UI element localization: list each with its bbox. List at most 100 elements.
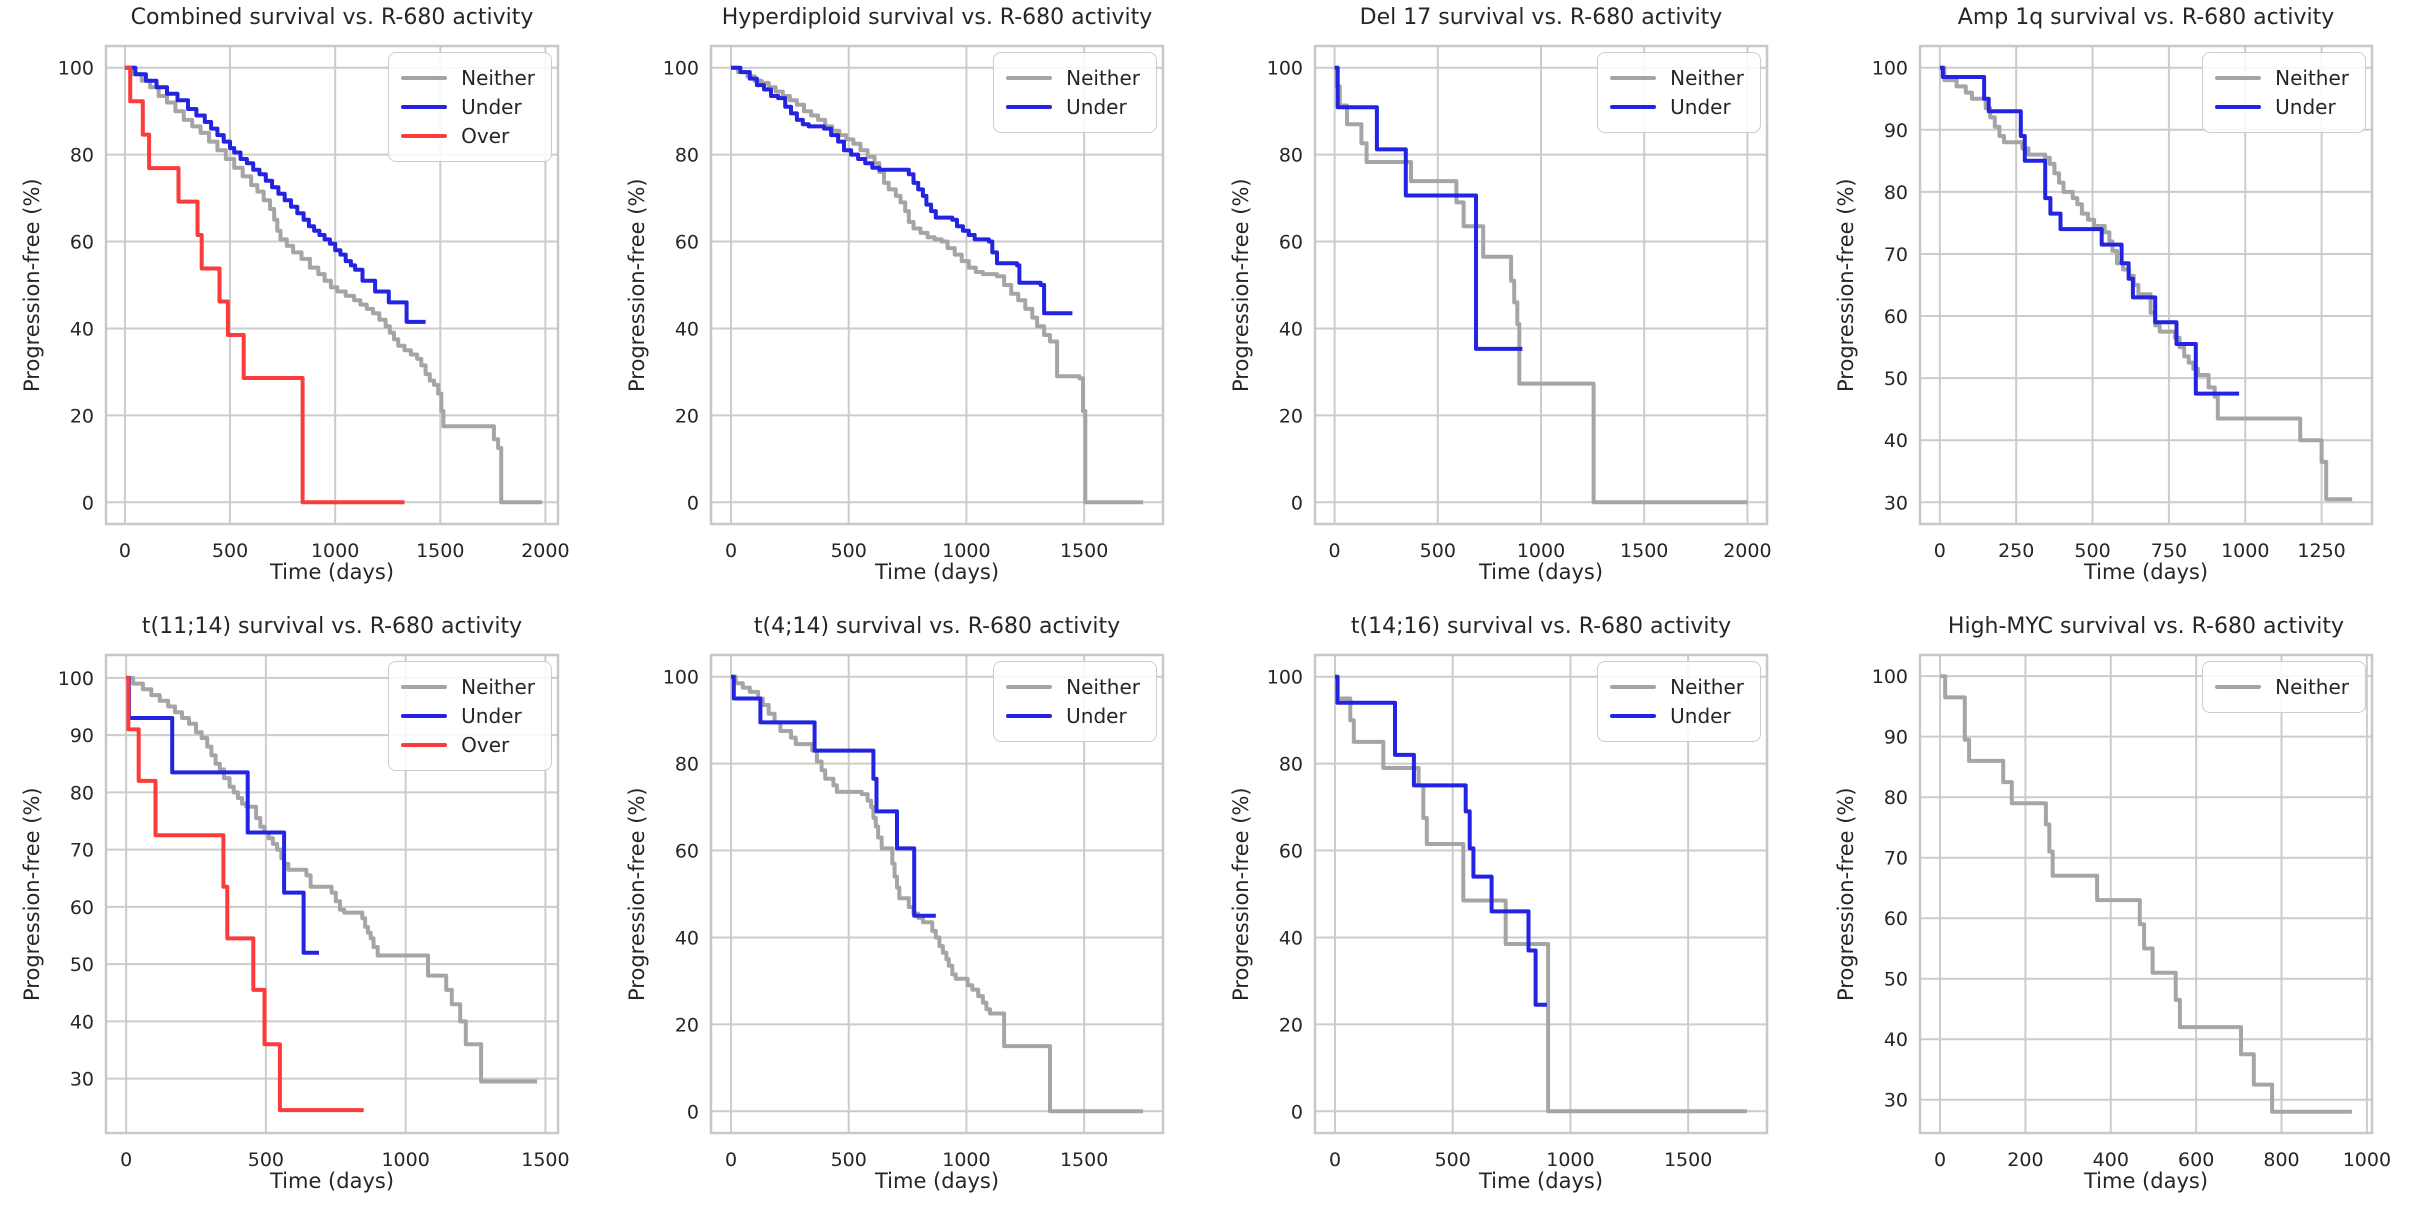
x-axis-label: Time (days) bbox=[1478, 1169, 1604, 1193]
y-tick-label: 60 bbox=[70, 897, 94, 919]
x-axis-label: Time (days) bbox=[1478, 560, 1604, 584]
x-tick-label: 500 bbox=[2074, 540, 2110, 562]
plot-area: 0 500 1000 1500 0 20 40 60 80 100 bbox=[663, 44, 1165, 562]
axes-frame bbox=[104, 653, 560, 1135]
y-tick-label: 80 bbox=[70, 145, 94, 167]
x-tick-label: 1250 bbox=[2297, 540, 2345, 562]
y-tick-label: 80 bbox=[70, 782, 94, 804]
panel-t11-14: 0 500 1000 1500 30 40 50 60 70 80 90 100 t(11;14) s… bbox=[0, 609, 604, 1218]
y-tick-label: 30 bbox=[1884, 1090, 1908, 1112]
legend-label: Neither bbox=[2275, 66, 2349, 90]
y-tick-label: 80 bbox=[1884, 182, 1908, 204]
chart-title: Del 17 survival vs. R-680 activity bbox=[1359, 5, 1723, 30]
x-tick-label: 400 bbox=[2093, 1149, 2129, 1171]
y-tick-label: 60 bbox=[1884, 908, 1908, 930]
x-axis-label: Time (days) bbox=[269, 1169, 395, 1193]
series-line-neither bbox=[731, 65, 1143, 505]
series-line-neither bbox=[126, 675, 537, 1084]
legend-label: Under bbox=[1670, 95, 1731, 119]
x-tick-label: 800 bbox=[2263, 1149, 2299, 1171]
panel-del17: 0 500 1000 1500 2000 0 20 40 60 80 100 Del 17 surv… bbox=[1209, 0, 1813, 609]
legend-line-swatch bbox=[401, 684, 448, 690]
panel-amp1q: 0 250 500 750 1000 1250 30 40 50 60 70 80 90 100 Amp … bbox=[1814, 0, 2418, 609]
series-line-neither bbox=[731, 674, 1143, 1114]
legend: Neither Under bbox=[1597, 661, 1761, 742]
y-tick-label: 80 bbox=[1884, 787, 1908, 809]
y-tick-label: 60 bbox=[1279, 232, 1303, 254]
y-tick-label: 0 bbox=[82, 492, 94, 514]
series-line-under bbox=[124, 65, 426, 324]
y-tick-label: 90 bbox=[1884, 120, 1908, 142]
legend-item-under: Under bbox=[1610, 95, 1744, 119]
x-tick-label: 500 bbox=[248, 1149, 284, 1171]
x-tick-label: 750 bbox=[2151, 540, 2187, 562]
y-tick-label: 70 bbox=[70, 840, 94, 862]
y-tick-label: 40 bbox=[1279, 318, 1303, 340]
y-tick-label: 20 bbox=[675, 1014, 699, 1036]
y-tick-label: 20 bbox=[1279, 405, 1303, 427]
legend: Neither Under Over bbox=[388, 52, 552, 162]
y-tick-label: 30 bbox=[70, 1069, 94, 1091]
x-tick-label: 1500 bbox=[1664, 1149, 1712, 1171]
x-tick-label: 0 bbox=[119, 540, 131, 562]
series-line-neither bbox=[1940, 674, 2352, 1114]
legend-item-neither: Neither bbox=[401, 66, 535, 90]
y-axis-label: Progression-free (%) bbox=[625, 787, 649, 1001]
chart-title: t(14;16) survival vs. R-680 activity bbox=[1350, 614, 1732, 639]
legend-line-swatch bbox=[401, 104, 448, 110]
y-tick-label: 100 bbox=[663, 58, 699, 80]
y-tick-label: 40 bbox=[70, 1011, 94, 1033]
x-tick-label: 1500 bbox=[1620, 540, 1668, 562]
legend-label: Neither bbox=[2275, 675, 2349, 699]
chart-title: Combined survival vs. R-680 activity bbox=[130, 5, 534, 30]
legend-label: Over bbox=[461, 124, 510, 148]
plot-area: 0 500 1000 1500 0 20 40 60 80 100 bbox=[663, 653, 1165, 1171]
legend-label: Under bbox=[461, 704, 522, 728]
legend-line-swatch bbox=[2215, 684, 2262, 690]
y-tick-label: 80 bbox=[1279, 145, 1303, 167]
legend-line-swatch bbox=[1610, 75, 1657, 81]
legend-label: Under bbox=[2275, 95, 2336, 119]
y-axis-label: Progression-free (%) bbox=[20, 178, 44, 392]
legend-item-under: Under bbox=[2215, 95, 2349, 119]
y-tick-label: 40 bbox=[1884, 430, 1908, 452]
panel-t14-16: 0 500 1000 1500 0 20 40 60 80 100 t(14;16) surviv… bbox=[1209, 609, 1813, 1218]
x-tick-label: 500 bbox=[1420, 540, 1456, 562]
y-axis-label: Progression-free (%) bbox=[1834, 178, 1858, 392]
panel-t4-14: 0 500 1000 1500 0 20 40 60 80 100 t(4;14) surviva… bbox=[605, 609, 1209, 1218]
x-tick-label: 600 bbox=[2178, 1149, 2214, 1171]
y-tick-label: 40 bbox=[70, 318, 94, 340]
legend-item-under: Under bbox=[401, 95, 535, 119]
legend-label: Over bbox=[461, 733, 510, 757]
y-tick-label: 50 bbox=[1884, 368, 1908, 390]
panel-combined: 0 500 1000 1500 2000 0 20 40 60 80 100 Combined su… bbox=[0, 0, 604, 609]
legend-item-under: Under bbox=[401, 704, 535, 728]
legend-line-swatch bbox=[1610, 104, 1657, 110]
x-axis-label: Time (days) bbox=[874, 1169, 1000, 1193]
legend-line-swatch bbox=[401, 713, 448, 719]
series-line-over bbox=[126, 675, 364, 1113]
y-tick-label: 100 bbox=[1872, 666, 1908, 688]
legend-label: Neither bbox=[461, 66, 535, 90]
legend-label: Neither bbox=[461, 675, 535, 699]
chart-title: t(4;14) survival vs. R-680 activity bbox=[753, 614, 1121, 639]
legend-label: Under bbox=[1670, 704, 1731, 728]
y-tick-label: 60 bbox=[675, 232, 699, 254]
y-tick-label: 100 bbox=[663, 667, 699, 689]
legend-label: Neither bbox=[1066, 675, 1140, 699]
panel-high-myc: 0 200 400 600 800 1000 30 40 50 60 70 80 90 100 High-… bbox=[1814, 609, 2418, 1218]
axes-frame bbox=[709, 44, 1165, 526]
y-tick-label: 0 bbox=[1291, 492, 1303, 514]
legend-item-neither: Neither bbox=[1610, 675, 1744, 699]
y-tick-label: 20 bbox=[1279, 1014, 1303, 1036]
x-axis-label: Time (days) bbox=[874, 560, 1000, 584]
legend-label: Neither bbox=[1066, 66, 1140, 90]
x-tick-label: 0 bbox=[1934, 1149, 1946, 1171]
y-axis-label: Progression-free (%) bbox=[1834, 787, 1858, 1001]
legend-line-swatch bbox=[2215, 104, 2262, 110]
x-tick-label: 1000 bbox=[2343, 1149, 2391, 1171]
series-line-under bbox=[1939, 65, 2240, 396]
y-tick-label: 60 bbox=[675, 841, 699, 863]
legend-line-swatch bbox=[1610, 713, 1657, 719]
legend-line-swatch bbox=[1006, 713, 1053, 719]
